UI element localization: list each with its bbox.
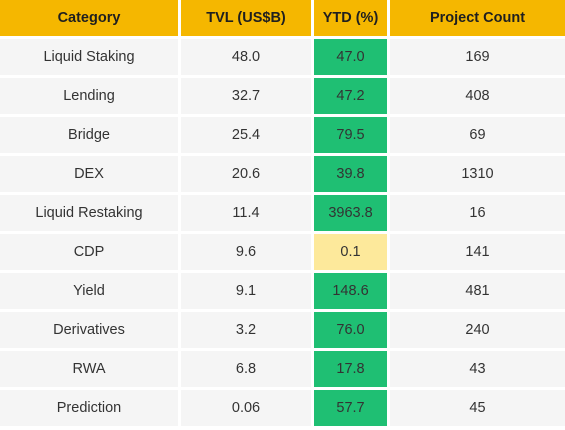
cell-category: DEX	[0, 156, 178, 192]
cell-ytd: 0.1	[314, 234, 387, 270]
cell-project-count: 169	[390, 39, 565, 75]
cell-project-count: 408	[390, 78, 565, 114]
cell-category: RWA	[0, 351, 178, 387]
cell-ytd: 47.2	[314, 78, 387, 114]
cell-project-count: 69	[390, 117, 565, 153]
cell-project-count: 43	[390, 351, 565, 387]
cell-project-count: 240	[390, 312, 565, 348]
cell-tvl: 0.06	[181, 390, 311, 426]
cell-project-count: 481	[390, 273, 565, 309]
header-project-count: Project Count	[390, 0, 565, 36]
header-tvl: TVL (US$B)	[181, 0, 311, 36]
cell-category: Liquid Restaking	[0, 195, 178, 231]
cell-ytd: 76.0	[314, 312, 387, 348]
cell-category: Lending	[0, 78, 178, 114]
cell-project-count: 16	[390, 195, 565, 231]
cell-category: Derivatives	[0, 312, 178, 348]
cell-ytd: 3963.8	[314, 195, 387, 231]
cell-project-count: 1310	[390, 156, 565, 192]
cell-tvl: 3.2	[181, 312, 311, 348]
cell-category: Bridge	[0, 117, 178, 153]
cell-tvl: 48.0	[181, 39, 311, 75]
cell-category: Prediction	[0, 390, 178, 426]
cell-category: Yield	[0, 273, 178, 309]
cell-tvl: 32.7	[181, 78, 311, 114]
cell-tvl: 6.8	[181, 351, 311, 387]
cell-tvl: 11.4	[181, 195, 311, 231]
cell-project-count: 45	[390, 390, 565, 426]
cell-ytd: 17.8	[314, 351, 387, 387]
cell-project-count: 141	[390, 234, 565, 270]
cell-tvl: 9.6	[181, 234, 311, 270]
cell-tvl: 20.6	[181, 156, 311, 192]
header-category: Category	[0, 0, 178, 36]
cell-category: Liquid Staking	[0, 39, 178, 75]
cell-category: CDP	[0, 234, 178, 270]
cell-ytd: 148.6	[314, 273, 387, 309]
cell-ytd: 79.5	[314, 117, 387, 153]
cell-ytd: 39.8	[314, 156, 387, 192]
cell-tvl: 25.4	[181, 117, 311, 153]
cell-ytd: 57.7	[314, 390, 387, 426]
header-ytd: YTD (%)	[314, 0, 387, 36]
cell-ytd: 47.0	[314, 39, 387, 75]
cell-tvl: 9.1	[181, 273, 311, 309]
